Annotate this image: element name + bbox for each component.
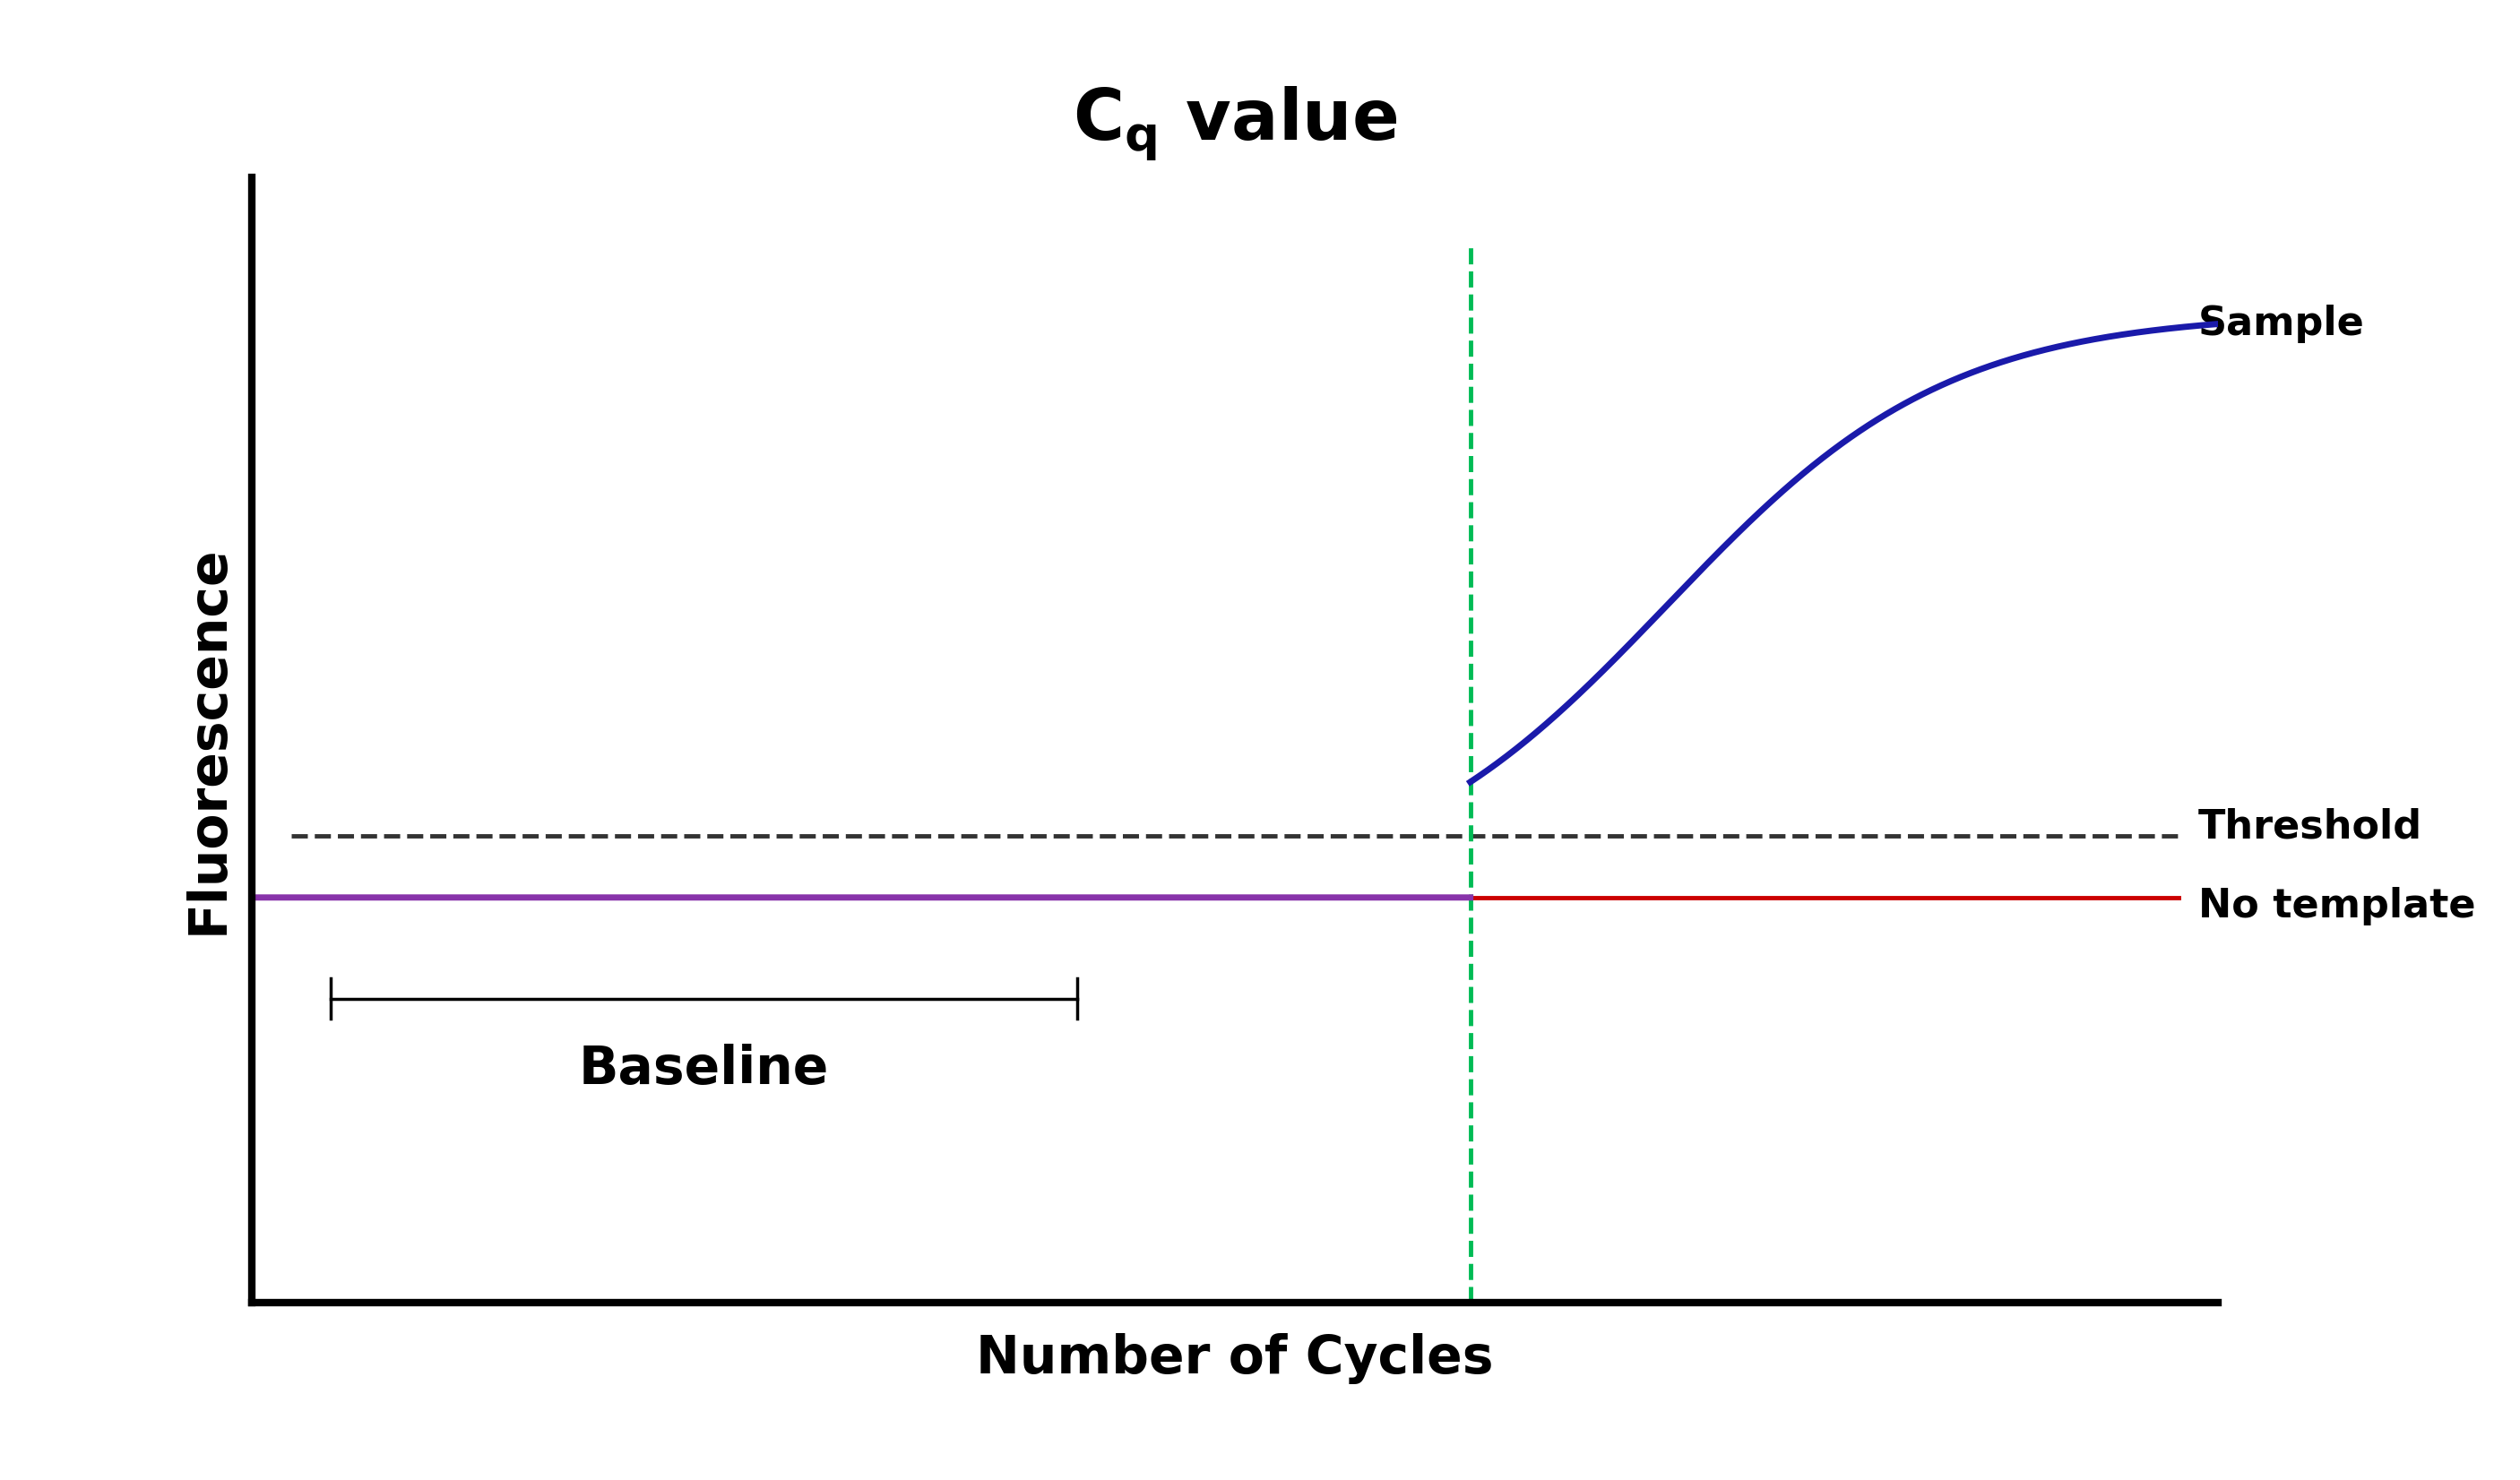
- Text: Baseline: Baseline: [580, 1043, 829, 1095]
- Title: $\mathbf{C_q}$ $\mathbf{value}$: $\mathbf{C_q}$ $\mathbf{value}$: [1074, 84, 1396, 163]
- Y-axis label: Fluorescence: Fluorescence: [181, 545, 234, 935]
- X-axis label: Number of Cycles: Number of Cycles: [975, 1333, 1494, 1385]
- Text: Sample: Sample: [2197, 305, 2364, 343]
- Text: No template: No template: [2197, 887, 2475, 925]
- Text: Threshold: Threshold: [2197, 808, 2422, 847]
